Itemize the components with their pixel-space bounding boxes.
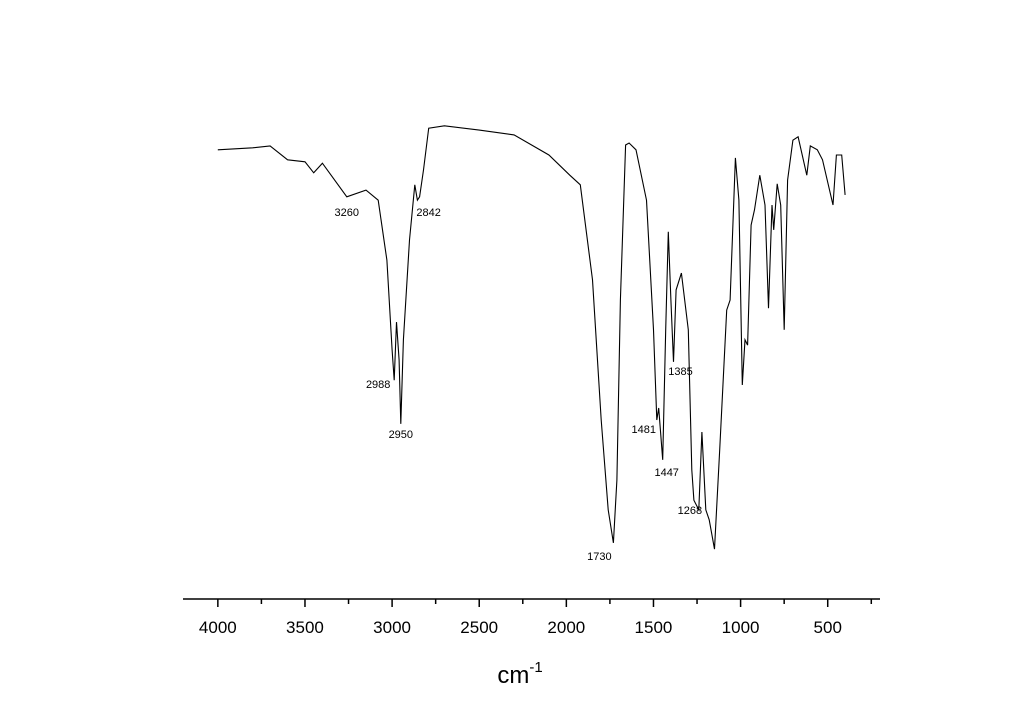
peak-label: 1385 (668, 366, 692, 378)
peak-label: 1268 (678, 505, 702, 517)
x-axis-label-superscript: -1 (529, 659, 542, 676)
peak-label: 2988 (366, 379, 390, 391)
x-axis-label-base: cm (497, 662, 529, 689)
peak-label: 1481 (632, 424, 656, 436)
peak-label: 3260 (335, 207, 359, 219)
x-tick-label: 3500 (286, 618, 324, 637)
x-tick-label: 1000 (722, 618, 760, 637)
peak-label: 1447 (654, 467, 678, 479)
peak-label: 2950 (389, 429, 413, 441)
x-tick-label: 2500 (460, 618, 498, 637)
spectrum-line (217, 125, 846, 550)
peak-label: 1730 (587, 551, 611, 563)
x-tick-label: 500 (814, 618, 842, 637)
x-axis-label: cm-1 (497, 659, 542, 689)
x-tick-label: 4000 (199, 618, 237, 637)
peak-label: 2842 (416, 207, 440, 219)
x-tick-label: 3000 (373, 618, 411, 637)
x-tick-label: 2000 (547, 618, 585, 637)
x-tick-label: 1500 (635, 618, 673, 637)
